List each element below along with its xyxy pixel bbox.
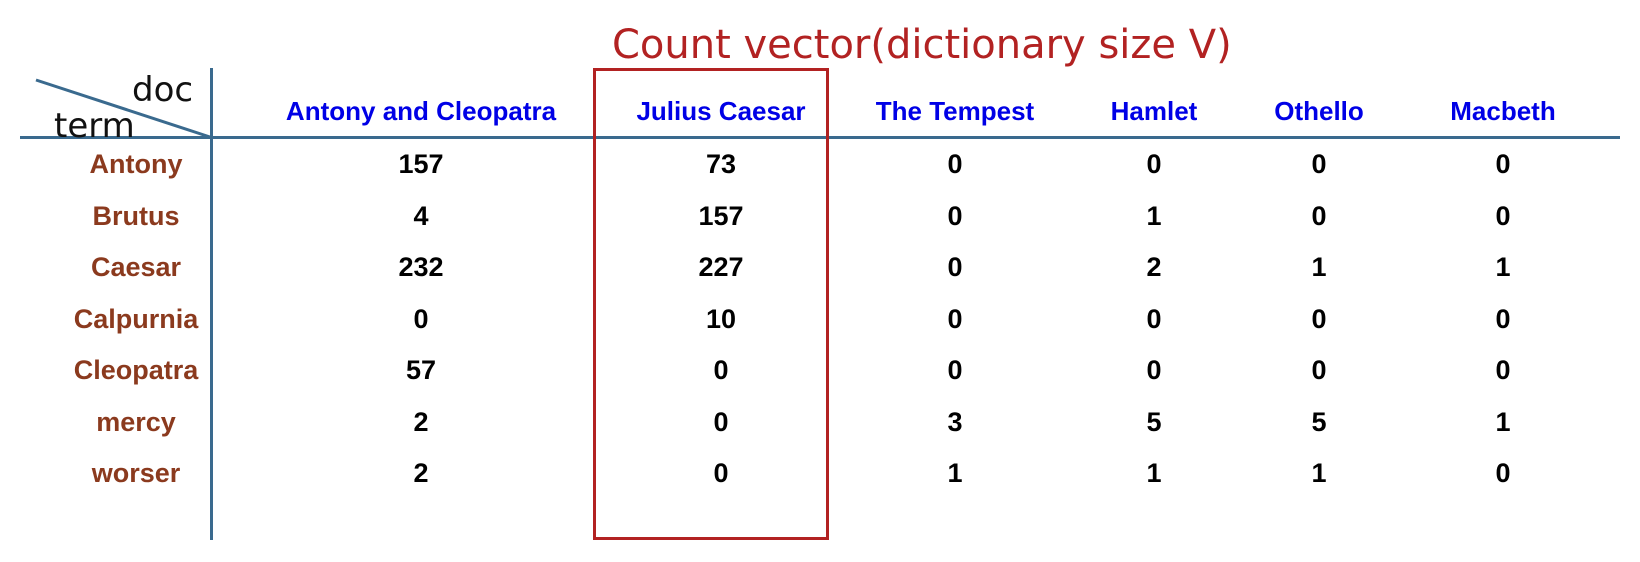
count-cell: 0 <box>1495 200 1511 231</box>
corner-diagonal-line <box>35 78 211 139</box>
row-label-term: Caesar <box>90 252 182 282</box>
count-cell: 1 <box>1311 458 1327 488</box>
count-cell: 3 <box>947 406 963 437</box>
diagram-title: Count vector(dictionary size V) <box>612 22 1232 68</box>
count-cell: 0 <box>1146 149 1162 179</box>
column-header-doc: The Tempest <box>875 96 1035 126</box>
count-cell: 0 <box>1311 303 1327 334</box>
count-cell: 2 <box>413 406 429 437</box>
count-cell: 0 <box>713 458 729 488</box>
count-cell: 2 <box>1146 252 1162 282</box>
count-cell: 0 <box>1146 303 1162 334</box>
count-cell: 1 <box>1495 252 1511 282</box>
count-cell: 0 <box>1495 149 1511 179</box>
count-cell: 157 <box>698 200 744 231</box>
count-cell: 0 <box>1495 355 1511 385</box>
count-cell: 0 <box>713 406 729 437</box>
column-header-doc: Julius Caesar <box>636 96 806 126</box>
count-cell: 73 <box>705 149 737 179</box>
count-cell: 0 <box>947 252 963 282</box>
count-cell: 4 <box>413 200 429 231</box>
count-cell: 57 <box>405 355 437 385</box>
row-label-term: Cleopatra <box>73 355 199 385</box>
count-vector-highlight-box <box>593 68 829 540</box>
column-header-doc: Hamlet <box>1110 96 1198 126</box>
count-cell: 0 <box>947 149 963 179</box>
count-cell: 0 <box>947 303 963 334</box>
row-label-term: Antony <box>89 149 183 179</box>
header-divider-line <box>20 136 1620 139</box>
corner-doc-label: doc <box>132 70 194 110</box>
count-cell: 0 <box>713 355 729 385</box>
row-label-term: mercy <box>96 406 176 437</box>
row-label-divider-line <box>210 68 213 540</box>
count-cell: 0 <box>1146 355 1162 385</box>
count-cell: 0 <box>947 200 963 231</box>
column-header-doc: Othello <box>1274 96 1364 126</box>
count-cell: 0 <box>1495 458 1511 488</box>
count-cell: 0 <box>413 303 429 334</box>
count-cell: 0 <box>1311 355 1327 385</box>
row-label-term: Brutus <box>92 200 180 231</box>
count-cell: 1 <box>1495 406 1511 437</box>
count-cell: 232 <box>398 252 444 282</box>
count-cell: 10 <box>705 303 737 334</box>
count-cell: 2 <box>413 458 429 488</box>
count-cell: 0 <box>947 355 963 385</box>
corner-term-label: term <box>54 106 135 146</box>
row-label-term: Calpurnia <box>73 303 199 334</box>
count-cell: 157 <box>398 149 444 179</box>
count-cell: 5 <box>1146 406 1162 437</box>
count-cell: 1 <box>1146 200 1162 231</box>
column-header-doc: Macbeth <box>1450 96 1556 126</box>
count-cell: 227 <box>698 252 744 282</box>
count-cell: 1 <box>1146 458 1162 488</box>
count-cell: 0 <box>1311 200 1327 231</box>
count-cell: 0 <box>1495 303 1511 334</box>
count-cell: 5 <box>1311 406 1327 437</box>
column-header-doc: Antony and Cleopatra <box>285 96 557 126</box>
count-cell: 1 <box>1311 252 1327 282</box>
count-cell: 1 <box>947 458 963 488</box>
row-label-term: worser <box>91 458 181 488</box>
count-cell: 0 <box>1311 149 1327 179</box>
